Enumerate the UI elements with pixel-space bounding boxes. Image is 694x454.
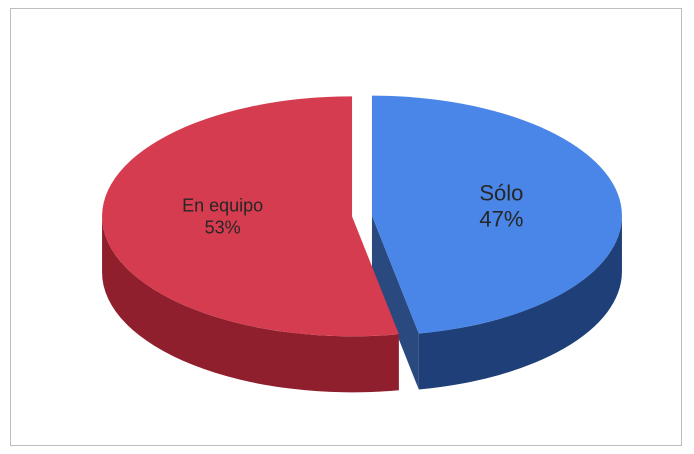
slice-value-solo: 47% bbox=[479, 207, 523, 232]
pie-slice-solo bbox=[371, 95, 622, 334]
pie-slice-en-equipo bbox=[102, 96, 399, 337]
pie-side-solo bbox=[418, 215, 622, 390]
slice-value-en-equipo: 53% bbox=[205, 217, 241, 237]
pie-tops bbox=[102, 95, 622, 337]
slice-label-solo: Sólo bbox=[479, 181, 523, 206]
pie-cut-solo-1 bbox=[371, 215, 419, 390]
pie-side-en-equipo bbox=[102, 216, 399, 393]
slice-label-en-equipo: En equipo bbox=[182, 195, 263, 215]
pie-sides bbox=[102, 215, 622, 393]
